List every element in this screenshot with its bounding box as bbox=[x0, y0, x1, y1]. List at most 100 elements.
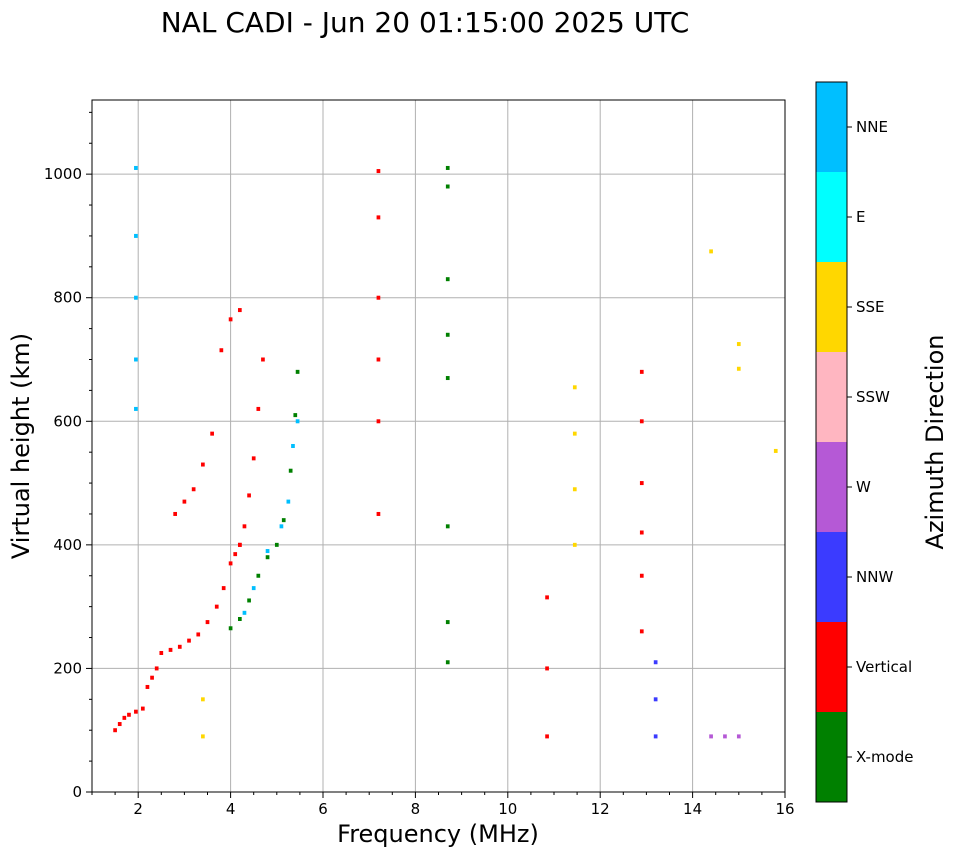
data-point bbox=[117, 722, 122, 727]
colorbar-tick-label: SSW bbox=[856, 388, 890, 406]
colorbar-segment bbox=[816, 442, 847, 532]
colorbar-segment bbox=[816, 622, 847, 712]
data-point bbox=[145, 684, 150, 689]
colorbar: X-mode Vertical NNW W SSW SSE E NNE bbox=[815, 81, 913, 803]
y-tick-label: 200 bbox=[53, 659, 82, 677]
data-point bbox=[279, 524, 284, 529]
y-axis-label: Virtual height (km) bbox=[7, 333, 35, 559]
colorbar-segment bbox=[816, 532, 847, 622]
data-point bbox=[286, 499, 291, 504]
data-point bbox=[281, 518, 286, 523]
track-low-right bbox=[709, 734, 741, 739]
data-point bbox=[445, 277, 450, 282]
data-point bbox=[653, 734, 658, 739]
data-point bbox=[134, 357, 138, 362]
data-point bbox=[191, 487, 196, 492]
data-point bbox=[265, 555, 270, 560]
data-point bbox=[247, 598, 251, 603]
data-point bbox=[237, 542, 242, 547]
track-column-10.85 bbox=[545, 595, 549, 739]
data-point bbox=[445, 165, 450, 170]
x-tick-label: 6 bbox=[318, 800, 328, 818]
colorbar-tick-label: NNE bbox=[856, 118, 888, 136]
data-point bbox=[182, 499, 187, 504]
data-point bbox=[134, 406, 138, 411]
data-point bbox=[256, 573, 261, 578]
data-point bbox=[639, 419, 644, 424]
colorbar-tick-label: SSE bbox=[856, 298, 885, 316]
data-point bbox=[261, 357, 265, 362]
x-tick-label: 14 bbox=[683, 800, 702, 818]
data-point bbox=[134, 233, 138, 238]
data-point bbox=[251, 586, 256, 591]
track-column-3.4 bbox=[201, 697, 205, 739]
data-point bbox=[376, 357, 381, 362]
track-top-right bbox=[709, 249, 778, 453]
data-point bbox=[237, 617, 242, 621]
data-point bbox=[274, 542, 279, 547]
data-point bbox=[196, 632, 201, 637]
colorbar-tick-label: Vertical bbox=[856, 658, 912, 676]
data-point bbox=[639, 369, 644, 374]
data-point bbox=[187, 638, 191, 643]
data-point bbox=[295, 419, 300, 424]
y-tick-label: 600 bbox=[53, 412, 82, 430]
track-column-2.0 bbox=[134, 165, 138, 411]
data-point bbox=[247, 493, 251, 498]
data-point bbox=[572, 487, 577, 492]
data-point bbox=[445, 660, 450, 665]
data-point bbox=[127, 712, 131, 717]
data-point bbox=[572, 542, 577, 547]
grid-lines bbox=[92, 100, 785, 792]
data-point bbox=[545, 734, 549, 739]
data-point bbox=[291, 444, 295, 448]
data-point bbox=[168, 647, 173, 652]
track-column-12.9 bbox=[639, 369, 644, 634]
data-point bbox=[122, 715, 127, 720]
chart-title: NAL CADI - Jun 20 01:15:00 2025 UTC bbox=[161, 6, 690, 39]
data-point bbox=[445, 620, 450, 625]
colorbar-label: Azimuth Direction bbox=[921, 335, 949, 550]
data-point bbox=[201, 734, 205, 739]
colorbar-tick-label: X-mode bbox=[856, 748, 913, 766]
data-point bbox=[293, 413, 298, 418]
data-point bbox=[723, 734, 727, 739]
data-point bbox=[134, 709, 138, 714]
data-point bbox=[376, 295, 381, 300]
data-point bbox=[265, 549, 270, 554]
data-point bbox=[736, 342, 741, 347]
data-point bbox=[201, 462, 205, 467]
x-tick-label: 4 bbox=[226, 800, 236, 818]
data-point bbox=[639, 481, 644, 486]
data-point bbox=[376, 215, 381, 220]
data-point bbox=[242, 524, 247, 529]
data-point bbox=[376, 419, 381, 424]
y-tick-label: 400 bbox=[53, 536, 82, 554]
y-axis-ticks: 0 200 400 600 800 1000 bbox=[44, 111, 92, 801]
data-point bbox=[288, 468, 293, 473]
track-column-13.2 bbox=[653, 660, 658, 739]
data-point bbox=[736, 734, 741, 739]
y-tick-label: 800 bbox=[53, 289, 82, 307]
track-column-8.7 bbox=[445, 165, 450, 665]
data-point bbox=[653, 660, 658, 665]
colorbar-segment bbox=[816, 712, 847, 802]
data-point bbox=[205, 620, 210, 625]
data-point bbox=[173, 511, 178, 516]
data-point bbox=[134, 295, 138, 300]
data-point bbox=[228, 317, 233, 322]
data-point bbox=[445, 376, 450, 381]
data-point bbox=[214, 604, 219, 609]
data-point bbox=[295, 369, 300, 374]
data-point bbox=[709, 249, 713, 254]
data-point bbox=[256, 406, 261, 411]
x-axis-ticks: 2 4 6 8 10 12 14 16 bbox=[91, 792, 795, 818]
track-column-7.2 bbox=[376, 169, 381, 516]
track-low-trace bbox=[113, 542, 242, 733]
track-column-11.45 bbox=[572, 385, 577, 547]
data-point bbox=[237, 308, 242, 313]
data-marks bbox=[113, 165, 778, 739]
data-point bbox=[639, 530, 644, 535]
data-point bbox=[572, 431, 577, 436]
